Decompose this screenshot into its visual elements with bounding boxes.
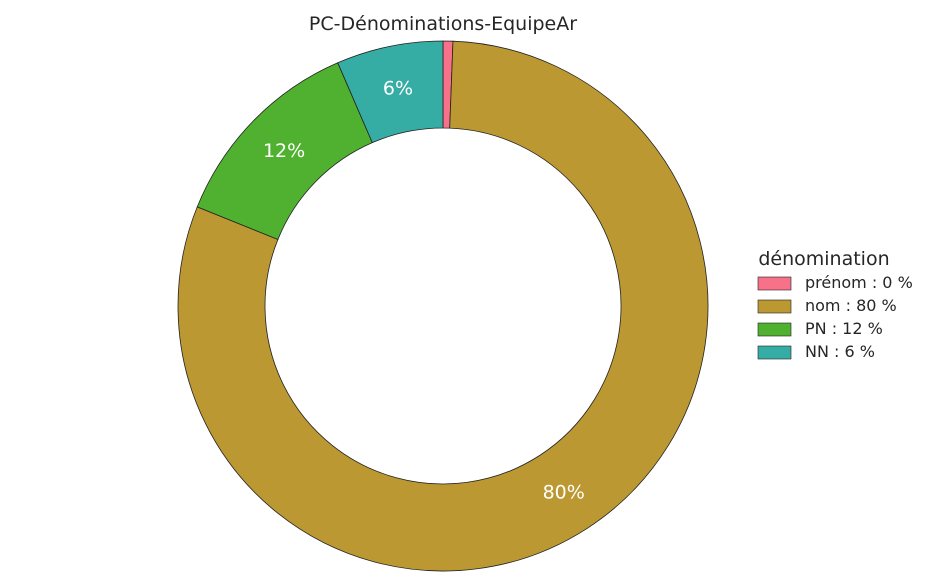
slice-labels-group: 80% 12% 6% — [263, 78, 585, 504]
legend-item: PN : 12 % — [757, 319, 883, 338]
legend-label: prénom : 0 % — [805, 273, 913, 292]
legend: dénomination prénom : 0 % nom : 80 % PN : … — [757, 248, 913, 361]
slice-label: 80% — [543, 481, 585, 503]
legend-item: nom : 80 % — [757, 296, 897, 315]
legend-swatch — [757, 322, 792, 337]
legend-label: NN : 6 % — [805, 342, 875, 361]
slice-nn — [337, 40, 444, 144]
slice-nom — [177, 40, 709, 572]
legend-items: prénom : 0 % nom : 80 % PN : 12 % NN : 6 % — [757, 273, 913, 361]
slices-group — [177, 40, 709, 572]
legend-swatch — [757, 345, 792, 360]
legend-label: PN : 12 % — [805, 319, 883, 338]
legend-swatch — [757, 276, 792, 291]
slice-label: 12% — [263, 140, 305, 162]
legend-swatch — [757, 299, 792, 314]
slice-label: 6% — [383, 78, 413, 100]
legend-label: nom : 80 % — [805, 296, 897, 315]
chart-title: PC-Dénominations-EquipeAr — [309, 13, 577, 35]
legend-title: dénomination — [758, 248, 889, 270]
legend-item: NN : 6 % — [757, 342, 875, 361]
legend-item: prénom : 0 % — [757, 273, 913, 292]
